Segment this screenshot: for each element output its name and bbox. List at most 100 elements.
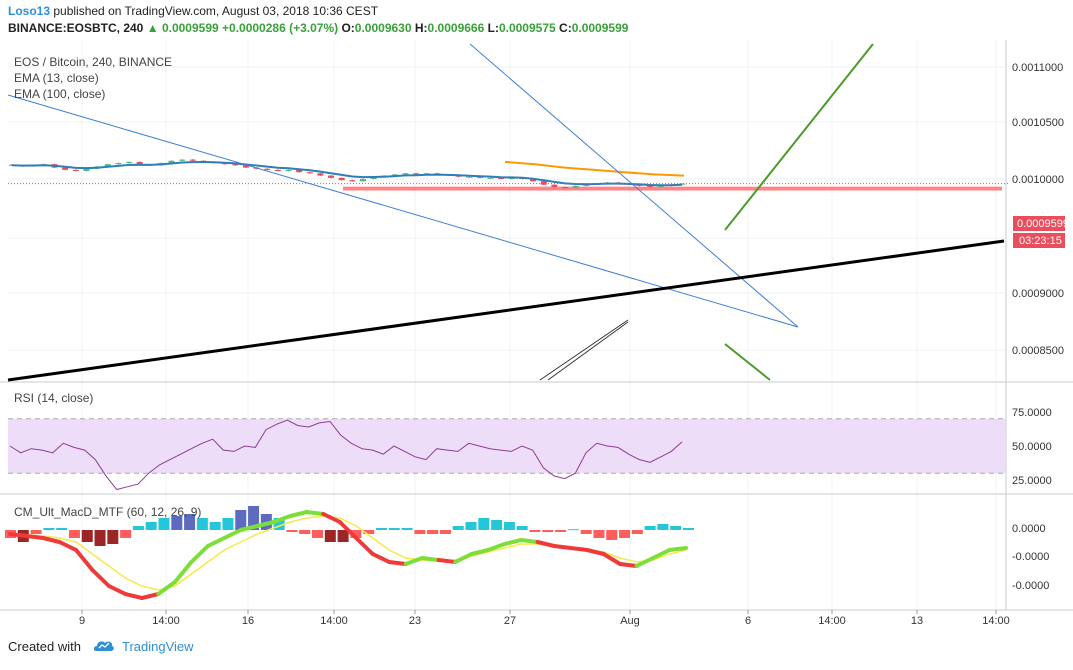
candle-body (530, 179, 537, 182)
macd-histogram-bar (68, 530, 80, 538)
macd-histogram-bar (158, 518, 170, 530)
countdown-badge-text: 03:23:15 (1019, 235, 1062, 247)
macd-histogram-bar (171, 516, 183, 530)
macd-line-segment (288, 510, 309, 518)
macd-histogram-bar (606, 530, 618, 540)
macd-histogram-bar (427, 530, 439, 534)
macd-line-segment (24, 534, 45, 540)
macd-line-segment (222, 528, 243, 540)
macd-histogram-bar (235, 510, 247, 530)
macd-line-segment (667, 546, 688, 552)
candle-body (264, 168, 271, 170)
last-price: 0.0009599 (161, 21, 219, 35)
macd-histogram-bar (478, 518, 490, 530)
macd-line-segment (354, 536, 375, 556)
price-tick-label: 0.0010000 (1012, 174, 1064, 186)
rsi-tick-label: 25.0000 (1012, 475, 1052, 487)
fib-line (547, 321, 629, 381)
candle-body (487, 177, 494, 179)
candle-body (232, 164, 239, 166)
rsi-line (9, 419, 683, 491)
macd-histogram-bar (30, 530, 42, 534)
macd-line-segment (8, 532, 29, 538)
macd-histogram-bar (337, 530, 349, 542)
macd-line-segment (469, 548, 491, 556)
candle-body (242, 165, 249, 168)
candle-body (189, 159, 196, 161)
time-tick-label: 13 (911, 615, 923, 627)
macd-legend: CM_Ult_MacD_MTF (60, 12, 26, 9) (14, 505, 201, 519)
ema100-line (504, 160, 685, 177)
candle-body (540, 181, 547, 185)
time-tick-label: 16 (242, 615, 254, 627)
time-tick-label: 14:00 (320, 615, 348, 627)
symbol-header: BINANCE:EOSBTC, 240 ▲ 0.0009599 +0.00002… (8, 21, 628, 35)
rsi-legend: RSI (14, close) (14, 391, 93, 405)
publish-header: Loso13 published on TradingView.com, Aug… (8, 4, 378, 18)
macd-histogram-bar (657, 524, 669, 530)
price-tick-label: 0.0010500 (1012, 117, 1064, 129)
candle-body (413, 173, 420, 175)
macd-histogram-bar (248, 506, 260, 530)
macd-histogram-bar (452, 526, 464, 530)
low-value: 0.0009575 (498, 21, 556, 35)
macd-histogram-bar (324, 530, 336, 542)
macd-histogram-bar (273, 518, 285, 530)
candle-body (306, 172, 313, 174)
macd-line-segment (156, 580, 177, 596)
candle-body (115, 163, 122, 165)
macd-line-segment (238, 524, 260, 532)
macd-histogram-bar (567, 529, 579, 531)
candle-body (285, 169, 292, 172)
macd-line-segment (189, 544, 210, 564)
last-price-badge: 0.0009599 (1013, 216, 1069, 231)
candle-body (72, 169, 79, 172)
macd-line-segment (601, 552, 622, 566)
author-link[interactable]: Loso13 (8, 4, 51, 18)
candle-body (583, 184, 590, 186)
rsi-tick-label: 50.0000 (1012, 441, 1052, 453)
macd-histogram-bar (683, 528, 694, 530)
macd-histogram-bar (120, 530, 132, 538)
macd-line-segment (618, 562, 639, 568)
price-tick-label: 0.0011000 (1012, 62, 1063, 74)
main-legend-title: EOS / Bitcoin, 240, BINANCE (14, 55, 172, 69)
macd-histogram-bar (529, 530, 541, 532)
trendline-upper (469, 43, 799, 328)
ema13-legend: EMA (13, close) (14, 71, 99, 85)
macd-histogram-bar (491, 520, 503, 530)
macd-line-segment (387, 560, 408, 566)
created-with-text: Created with (8, 639, 81, 654)
symbol-name: BINANCE:EOSBTC, 240 (8, 21, 144, 35)
macd-histogram-bar (375, 528, 387, 530)
candle-body (168, 160, 175, 164)
macd-histogram-bar (145, 522, 157, 530)
macd-histogram-bar (631, 530, 643, 534)
support-zone (343, 186, 1002, 191)
macd-histogram-bar (465, 522, 477, 530)
high-value: 0.0009666 (427, 21, 485, 35)
macd-histogram-bar (619, 530, 631, 538)
tradingview-brand-link[interactable]: TradingView (122, 639, 194, 654)
low-label: L: (487, 21, 499, 35)
macd-line-segment (57, 540, 78, 552)
time-tick-label: 6 (745, 615, 751, 627)
candle-body (349, 180, 356, 182)
publish-info: published on TradingView.com, August 03,… (53, 4, 379, 18)
candle-body (62, 167, 69, 170)
price-change: +0.0000286 (+3.07%) (222, 21, 339, 35)
macd-line-segment (123, 592, 144, 600)
macd-histogram-bar (555, 530, 567, 532)
macd-line-segment (139, 592, 161, 600)
macd-line-segment (436, 558, 458, 564)
macd-histogram-bar (503, 522, 515, 530)
candle-body (508, 177, 515, 179)
macd-histogram-bar (184, 514, 196, 530)
macd-histogram-bar (542, 530, 554, 532)
macd-line-segment (568, 546, 590, 552)
macd-histogram-bar (196, 518, 208, 530)
candle-body (359, 179, 366, 182)
time-tick-label: 23 (409, 615, 421, 627)
